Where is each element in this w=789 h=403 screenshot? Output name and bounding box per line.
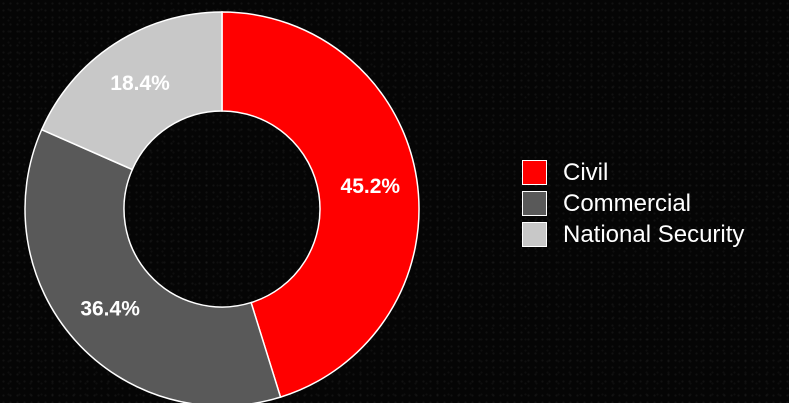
donut-slices <box>24 11 420 403</box>
legend-swatch-commercial <box>522 191 547 216</box>
legend-item-commercial: Commercial <box>522 188 744 219</box>
slice-civil <box>221 11 420 399</box>
slice-label-commercial: 36.4% <box>80 297 140 320</box>
slice-national-security <box>40 11 223 171</box>
legend: Civil Commercial National Security <box>522 157 744 250</box>
legend-label-commercial: Commercial <box>563 190 692 217</box>
legend-label-national-security: National Security <box>563 221 745 248</box>
slice-label-national-security: 18.4% <box>110 72 170 95</box>
legend-label-civil: Civil <box>563 159 609 186</box>
slice-commercial <box>24 128 282 403</box>
legend-item-national-security: National Security <box>522 219 744 250</box>
slice-labels: 45.2% 36.4% 18.4% <box>80 72 400 321</box>
slice-label-civil: 45.2% <box>341 175 401 198</box>
legend-item-civil: Civil <box>522 157 744 188</box>
legend-swatch-national-security <box>522 222 547 247</box>
legend-swatch-civil <box>522 160 547 185</box>
